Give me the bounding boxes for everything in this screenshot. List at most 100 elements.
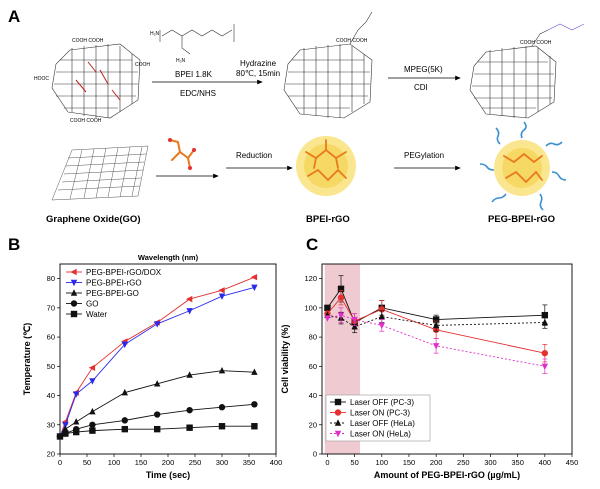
panel-a-letter: A (8, 7, 20, 26)
panel-a: A COOH COOH HOOC COOH COOH COOH H₂N H₂N … (8, 7, 585, 225)
caption-go: Graphene Oxide(GO) (46, 214, 141, 225)
data-point (121, 417, 128, 424)
x-tick-label: 400 (270, 458, 283, 467)
y-tick-label: 0 (313, 450, 317, 459)
data-point (218, 423, 226, 430)
y-tick-label: 50 (47, 362, 55, 371)
legend-marker (70, 268, 77, 276)
bpei-rgo-particle-icon (296, 136, 356, 196)
data-point (218, 287, 225, 294)
y-tick-label: 30 (47, 420, 55, 429)
data-point (218, 404, 226, 411)
x-tick-label: 300 (216, 458, 229, 467)
temperature-chart: 0 50 100 150 200 250 300 350 400 20 30 40 50 60 70 80 Wa… (22, 253, 282, 480)
legend-entry: GO (86, 299, 98, 308)
data-point (154, 380, 161, 387)
x-tick-label: 200 (430, 458, 443, 467)
data-point (89, 421, 96, 428)
x-tick-label: 50 (350, 458, 358, 467)
y-tick-label: 40 (309, 391, 317, 400)
y-tick-label: 40 (47, 391, 55, 400)
data-point (251, 284, 258, 292)
data-point (73, 428, 80, 436)
data-point (218, 366, 226, 374)
data-point (186, 406, 193, 414)
data-point (541, 318, 549, 326)
legend-entry: Water (86, 310, 107, 319)
panel-b-letter: B (8, 235, 20, 254)
data-point (73, 391, 80, 398)
y-tick-label: 60 (47, 333, 55, 342)
data-point (154, 411, 161, 418)
svg-text:COOH COOH: COOH COOH (336, 38, 368, 44)
x-axis-label: Amount of PEG-BPEI-rGO (µg/mL) (374, 470, 520, 480)
reagent-edc: EDC/NHS (180, 89, 216, 98)
data-point (121, 425, 128, 433)
x-tick-label: 350 (511, 458, 524, 467)
plot-frame (321, 263, 573, 455)
data-point (324, 304, 331, 312)
data-point (432, 343, 440, 350)
legend-entry: Laser OFF (HeLa) (350, 419, 415, 428)
data-point (541, 363, 549, 371)
data-point (56, 433, 64, 440)
legend-marker (334, 419, 342, 426)
series-laser-off-hela- (324, 310, 549, 334)
svg-text:COOH COOH: COOH COOH (520, 40, 552, 46)
data-point (185, 295, 193, 303)
y-axis-label: Temperature (℃) (22, 323, 32, 395)
data-point (251, 401, 258, 408)
reagent-pegylation: PEGylation (404, 151, 444, 160)
series-line (327, 314, 545, 328)
data-point (62, 430, 69, 437)
reagent-reduction: Reduction (236, 151, 272, 160)
svg-text:COOH COOH: COOH COOH (72, 38, 104, 44)
data-point (337, 285, 345, 293)
x-tick-label: 100 (376, 458, 389, 467)
bpei-formula-icon (159, 24, 235, 55)
data-point (89, 378, 96, 385)
x-tick-label: 250 (457, 458, 470, 467)
y-tick-label: 120 (304, 274, 317, 283)
x-tick-label: 0 (325, 458, 329, 467)
reagent-hydrazine-conditions: 80℃, 15min (236, 69, 280, 78)
reagent-hydrazine: Hydrazine (240, 59, 277, 68)
data-point (541, 311, 549, 319)
legend-entry: PEG-BPEI-rGO (86, 278, 142, 287)
data-point (186, 424, 193, 431)
series-go (56, 401, 258, 440)
y-tick-label: 60 (309, 362, 317, 371)
legend-marker (70, 279, 78, 287)
y-tick-label: 80 (47, 274, 55, 283)
y-tick-label: 20 (47, 450, 55, 459)
data-point (186, 371, 193, 378)
data-point (121, 341, 128, 349)
data-point (378, 322, 385, 330)
data-point (89, 407, 96, 415)
data-point (121, 388, 128, 396)
cell-viability-chart: 0 50 100 150 200 250 300 350 400 450 0 20 40 60 80 100 1… (280, 263, 579, 480)
data-point (432, 321, 440, 329)
x-tick-label: 50 (83, 458, 91, 467)
data-point (89, 427, 96, 434)
y-tick-label: 100 (304, 303, 317, 312)
data-point (337, 312, 345, 319)
legend-entry: PEG-BPEI-GO (86, 289, 139, 298)
bpei-rgo-structure-icon (283, 11, 373, 119)
data-point (250, 273, 258, 281)
x-tick-label: 450 (566, 458, 579, 467)
series-line (327, 296, 545, 354)
x-tick-label: 350 (243, 458, 256, 467)
data-point (62, 422, 69, 429)
svg-text:H₂N: H₂N (150, 31, 160, 37)
legend-entry: Laser ON (PC-3) (350, 408, 410, 417)
data-point (73, 418, 80, 425)
x-tick-label: 100 (108, 458, 121, 467)
data-point (541, 349, 549, 357)
x-tick-label: 300 (484, 458, 497, 467)
legend-entry: PEG-BPEI-rGO/DOX (86, 268, 162, 277)
legend-marker (334, 398, 342, 406)
data-point (251, 368, 258, 375)
